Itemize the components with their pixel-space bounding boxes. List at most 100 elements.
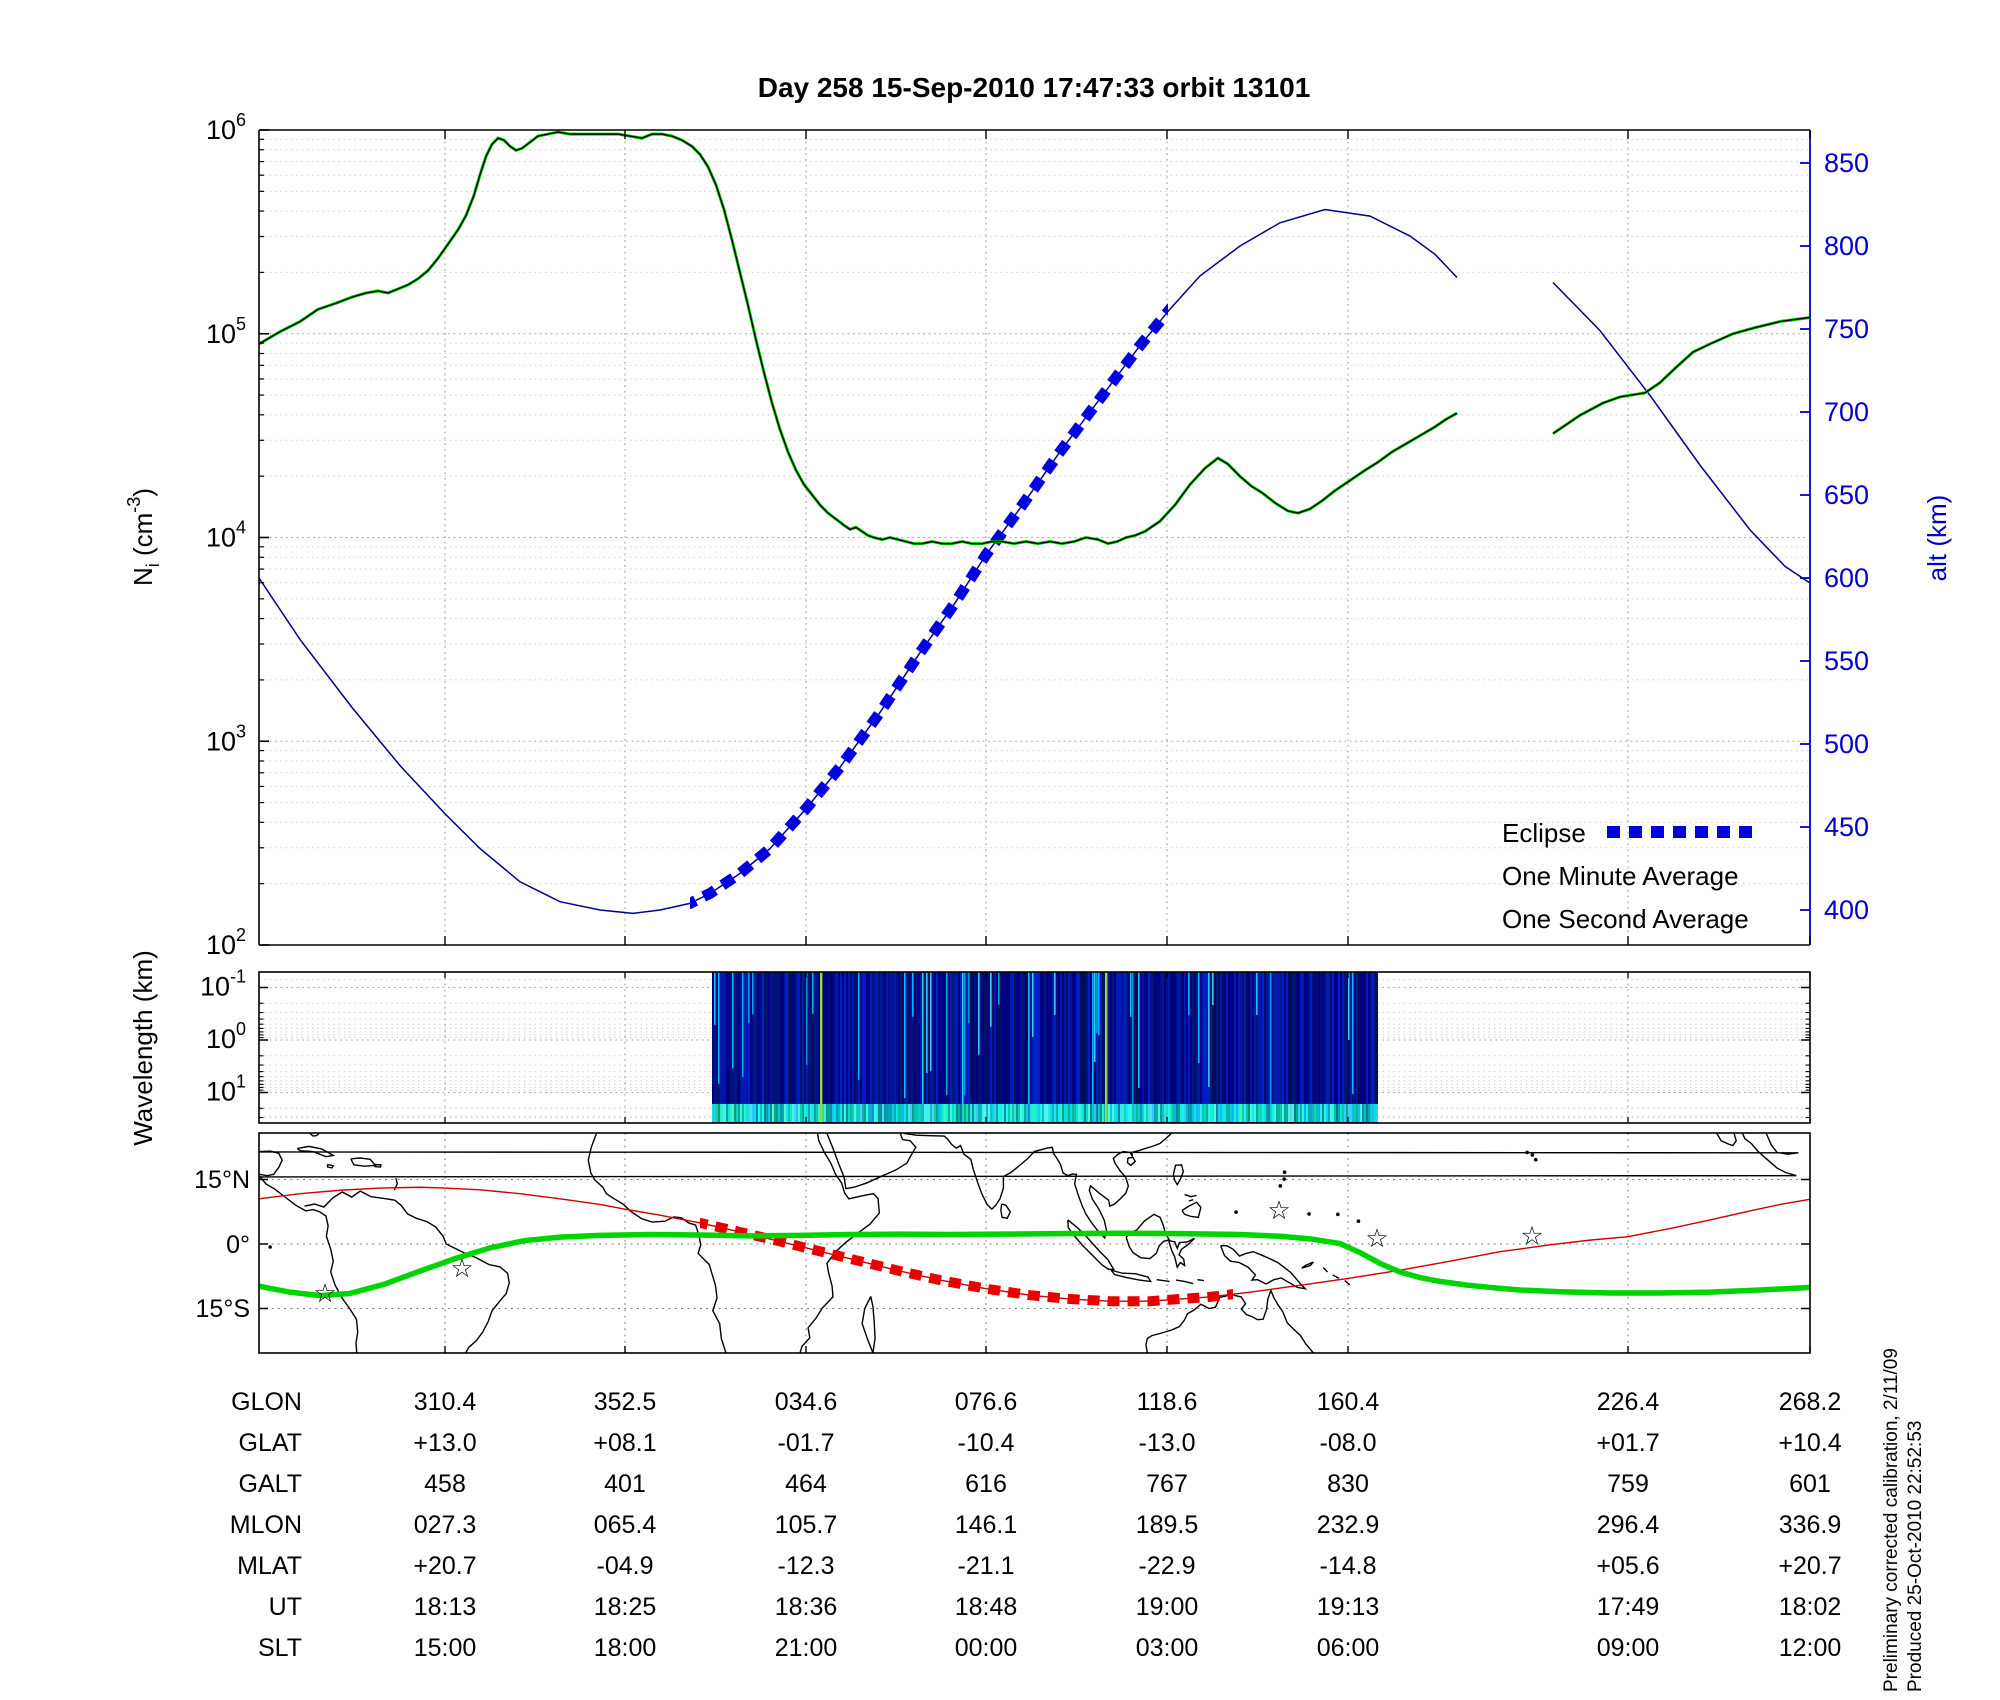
spectrogram-stripe bbox=[828, 972, 830, 1123]
legend-one-minute-label: One Minute Average bbox=[1502, 861, 1739, 891]
tick-labels-layer: 106 105 104 103 102 850 800 750 700 650 600 550 500 4… bbox=[124, 110, 1869, 1107]
alt-tick-label: 400 bbox=[1824, 895, 1869, 925]
table-cell-ut-4: 19:00 bbox=[1136, 1593, 1199, 1621]
spectrogram-stripe bbox=[890, 972, 892, 1123]
spectrogram-stripe bbox=[1160, 972, 1162, 1123]
spectrogram-stripe bbox=[1268, 972, 1270, 1123]
table-cell-ut-2: 18:36 bbox=[775, 1593, 838, 1621]
spectrogram-streak bbox=[1028, 972, 1030, 1105]
table-cell-glat-0: +13.0 bbox=[413, 1429, 476, 1457]
coastline bbox=[304, 1190, 510, 1353]
spectrogram-stripe bbox=[1372, 972, 1374, 1123]
density-axis-label: Ni (cm-3) bbox=[124, 488, 163, 586]
spectrogram-bottom-band bbox=[790, 1104, 792, 1122]
spectrogram-stripe bbox=[756, 972, 758, 1123]
spectrogram-bottom-band bbox=[1290, 1104, 1292, 1122]
spectrogram-bottom-band bbox=[1012, 1104, 1014, 1122]
spectrogram-stripe bbox=[1212, 972, 1214, 1123]
spectrogram-bottom-band bbox=[1258, 1104, 1260, 1122]
table-cell-slt-3: 00:00 bbox=[955, 1634, 1018, 1662]
spectrogram-bottom-band bbox=[1144, 1104, 1146, 1122]
spectrogram-bottom-band bbox=[1176, 1104, 1178, 1122]
spectrogram-stripe bbox=[1288, 972, 1290, 1123]
spectrogram-stripe bbox=[788, 972, 790, 1123]
spectrogram-bottom-band bbox=[1114, 1104, 1116, 1122]
one-minute-average-curve bbox=[259, 131, 1458, 545]
spectrogram-bottom-band bbox=[1166, 1104, 1168, 1122]
spectrogram-bottom-band bbox=[1238, 1104, 1240, 1122]
density-tick-label: 102 bbox=[206, 925, 246, 960]
one-second-average-curve bbox=[1552, 315, 1810, 435]
table-cell-ut-6: 17:49 bbox=[1597, 1593, 1660, 1621]
coastline bbox=[1184, 1193, 1197, 1198]
spectrogram-bottom-band bbox=[1172, 1104, 1174, 1122]
spectrogram-stripe bbox=[1010, 972, 1012, 1123]
spectrogram-bottom-band bbox=[898, 1104, 900, 1122]
spectrogram-bottom-band bbox=[1368, 1104, 1370, 1122]
spectrogram-bottom-band bbox=[1296, 1104, 1298, 1122]
table-cell-glon-6: 226.4 bbox=[1597, 1388, 1660, 1416]
spectrogram-bottom-band bbox=[1152, 1104, 1154, 1122]
table-cell-glon-2: 034.6 bbox=[775, 1388, 838, 1416]
spectrogram-bottom-band bbox=[1060, 1104, 1062, 1122]
spectrogram-bottom-band bbox=[1278, 1104, 1280, 1122]
spectrogram-stripe bbox=[1274, 972, 1276, 1123]
spectrogram-bottom-band bbox=[1208, 1104, 1210, 1122]
spectrogram-stripe bbox=[1130, 972, 1132, 1123]
spectrogram-stripe bbox=[1026, 972, 1028, 1123]
spectrogram-bottom-band bbox=[808, 1104, 810, 1122]
spectrogram-bottom-band bbox=[1284, 1104, 1286, 1122]
spectrogram-stripe bbox=[786, 972, 788, 1123]
spectrogram-bottom-band bbox=[1326, 1104, 1328, 1122]
spectrogram-stripe bbox=[1242, 972, 1244, 1123]
spectrogram-stripe bbox=[764, 972, 766, 1123]
ground-station-star-icon: ☆ bbox=[1520, 1220, 1543, 1250]
spectrogram-bottom-band bbox=[1054, 1104, 1056, 1122]
spectrogram-stripe bbox=[1214, 972, 1216, 1123]
spectrogram-bottom-band bbox=[966, 1104, 968, 1122]
spectrogram-green-streak bbox=[1105, 972, 1108, 1123]
spectrogram-bottom-band bbox=[936, 1104, 938, 1122]
spectrogram-stripe bbox=[836, 972, 838, 1123]
spectrogram-streak bbox=[922, 972, 924, 1109]
spectrogram-bottom-band bbox=[1036, 1104, 1038, 1122]
spectrogram-bottom-band bbox=[1098, 1104, 1100, 1122]
spectrogram-bottom-band bbox=[1078, 1104, 1080, 1122]
spectrogram-bottom-band bbox=[734, 1104, 736, 1122]
spectrogram-stripe bbox=[1112, 972, 1114, 1123]
table-cell-glon-1: 352.5 bbox=[594, 1388, 657, 1416]
spectrogram-stripe bbox=[932, 972, 934, 1123]
spectrogram-stripe bbox=[1178, 972, 1180, 1123]
spectrogram-bottom-band bbox=[926, 1104, 928, 1122]
spectrogram-stripe bbox=[1020, 972, 1022, 1123]
spectrogram-stripe bbox=[1258, 972, 1260, 1123]
spectrogram-bottom-band bbox=[904, 1104, 906, 1122]
spectrogram-bottom-band bbox=[754, 1104, 756, 1122]
spectrogram-stripe bbox=[1350, 972, 1352, 1123]
spectrogram-bottom-band bbox=[984, 1104, 986, 1122]
spectrogram-bottom-band bbox=[1370, 1104, 1372, 1122]
spectrogram-bottom-band bbox=[1340, 1104, 1342, 1122]
spectrogram-bottom-band bbox=[1016, 1104, 1018, 1122]
coastline bbox=[373, 1163, 382, 1168]
island-dot bbox=[1530, 1153, 1535, 1157]
island-dot bbox=[1278, 1184, 1283, 1188]
wavelength-axis-label: Wavelength (km) bbox=[128, 950, 158, 1146]
spectrogram-stripe bbox=[1202, 972, 1204, 1123]
spectrogram-bottom-band bbox=[1328, 1104, 1330, 1122]
table-cell-mlat-3: -21.1 bbox=[958, 1552, 1015, 1580]
spectrogram-bottom-band bbox=[1162, 1104, 1164, 1122]
spectrogram-bottom-band bbox=[940, 1104, 942, 1122]
spectrogram-streak bbox=[1348, 972, 1350, 1040]
spectrogram-bottom-band bbox=[848, 1104, 850, 1122]
coastline bbox=[904, 1133, 1172, 1240]
table-cell-mlon-1: 065.4 bbox=[594, 1511, 657, 1539]
spectrogram-bottom-band bbox=[1226, 1104, 1228, 1122]
spectrogram-stripe bbox=[740, 972, 742, 1123]
spectrogram-bottom-band bbox=[846, 1104, 848, 1122]
spectrogram-stripe bbox=[1124, 972, 1126, 1123]
spectrogram-stripe bbox=[736, 972, 738, 1123]
table-cell-galt-1: 401 bbox=[604, 1470, 646, 1498]
spectrogram-bottom-band bbox=[1372, 1104, 1374, 1122]
density-tick-label: 104 bbox=[206, 518, 246, 553]
